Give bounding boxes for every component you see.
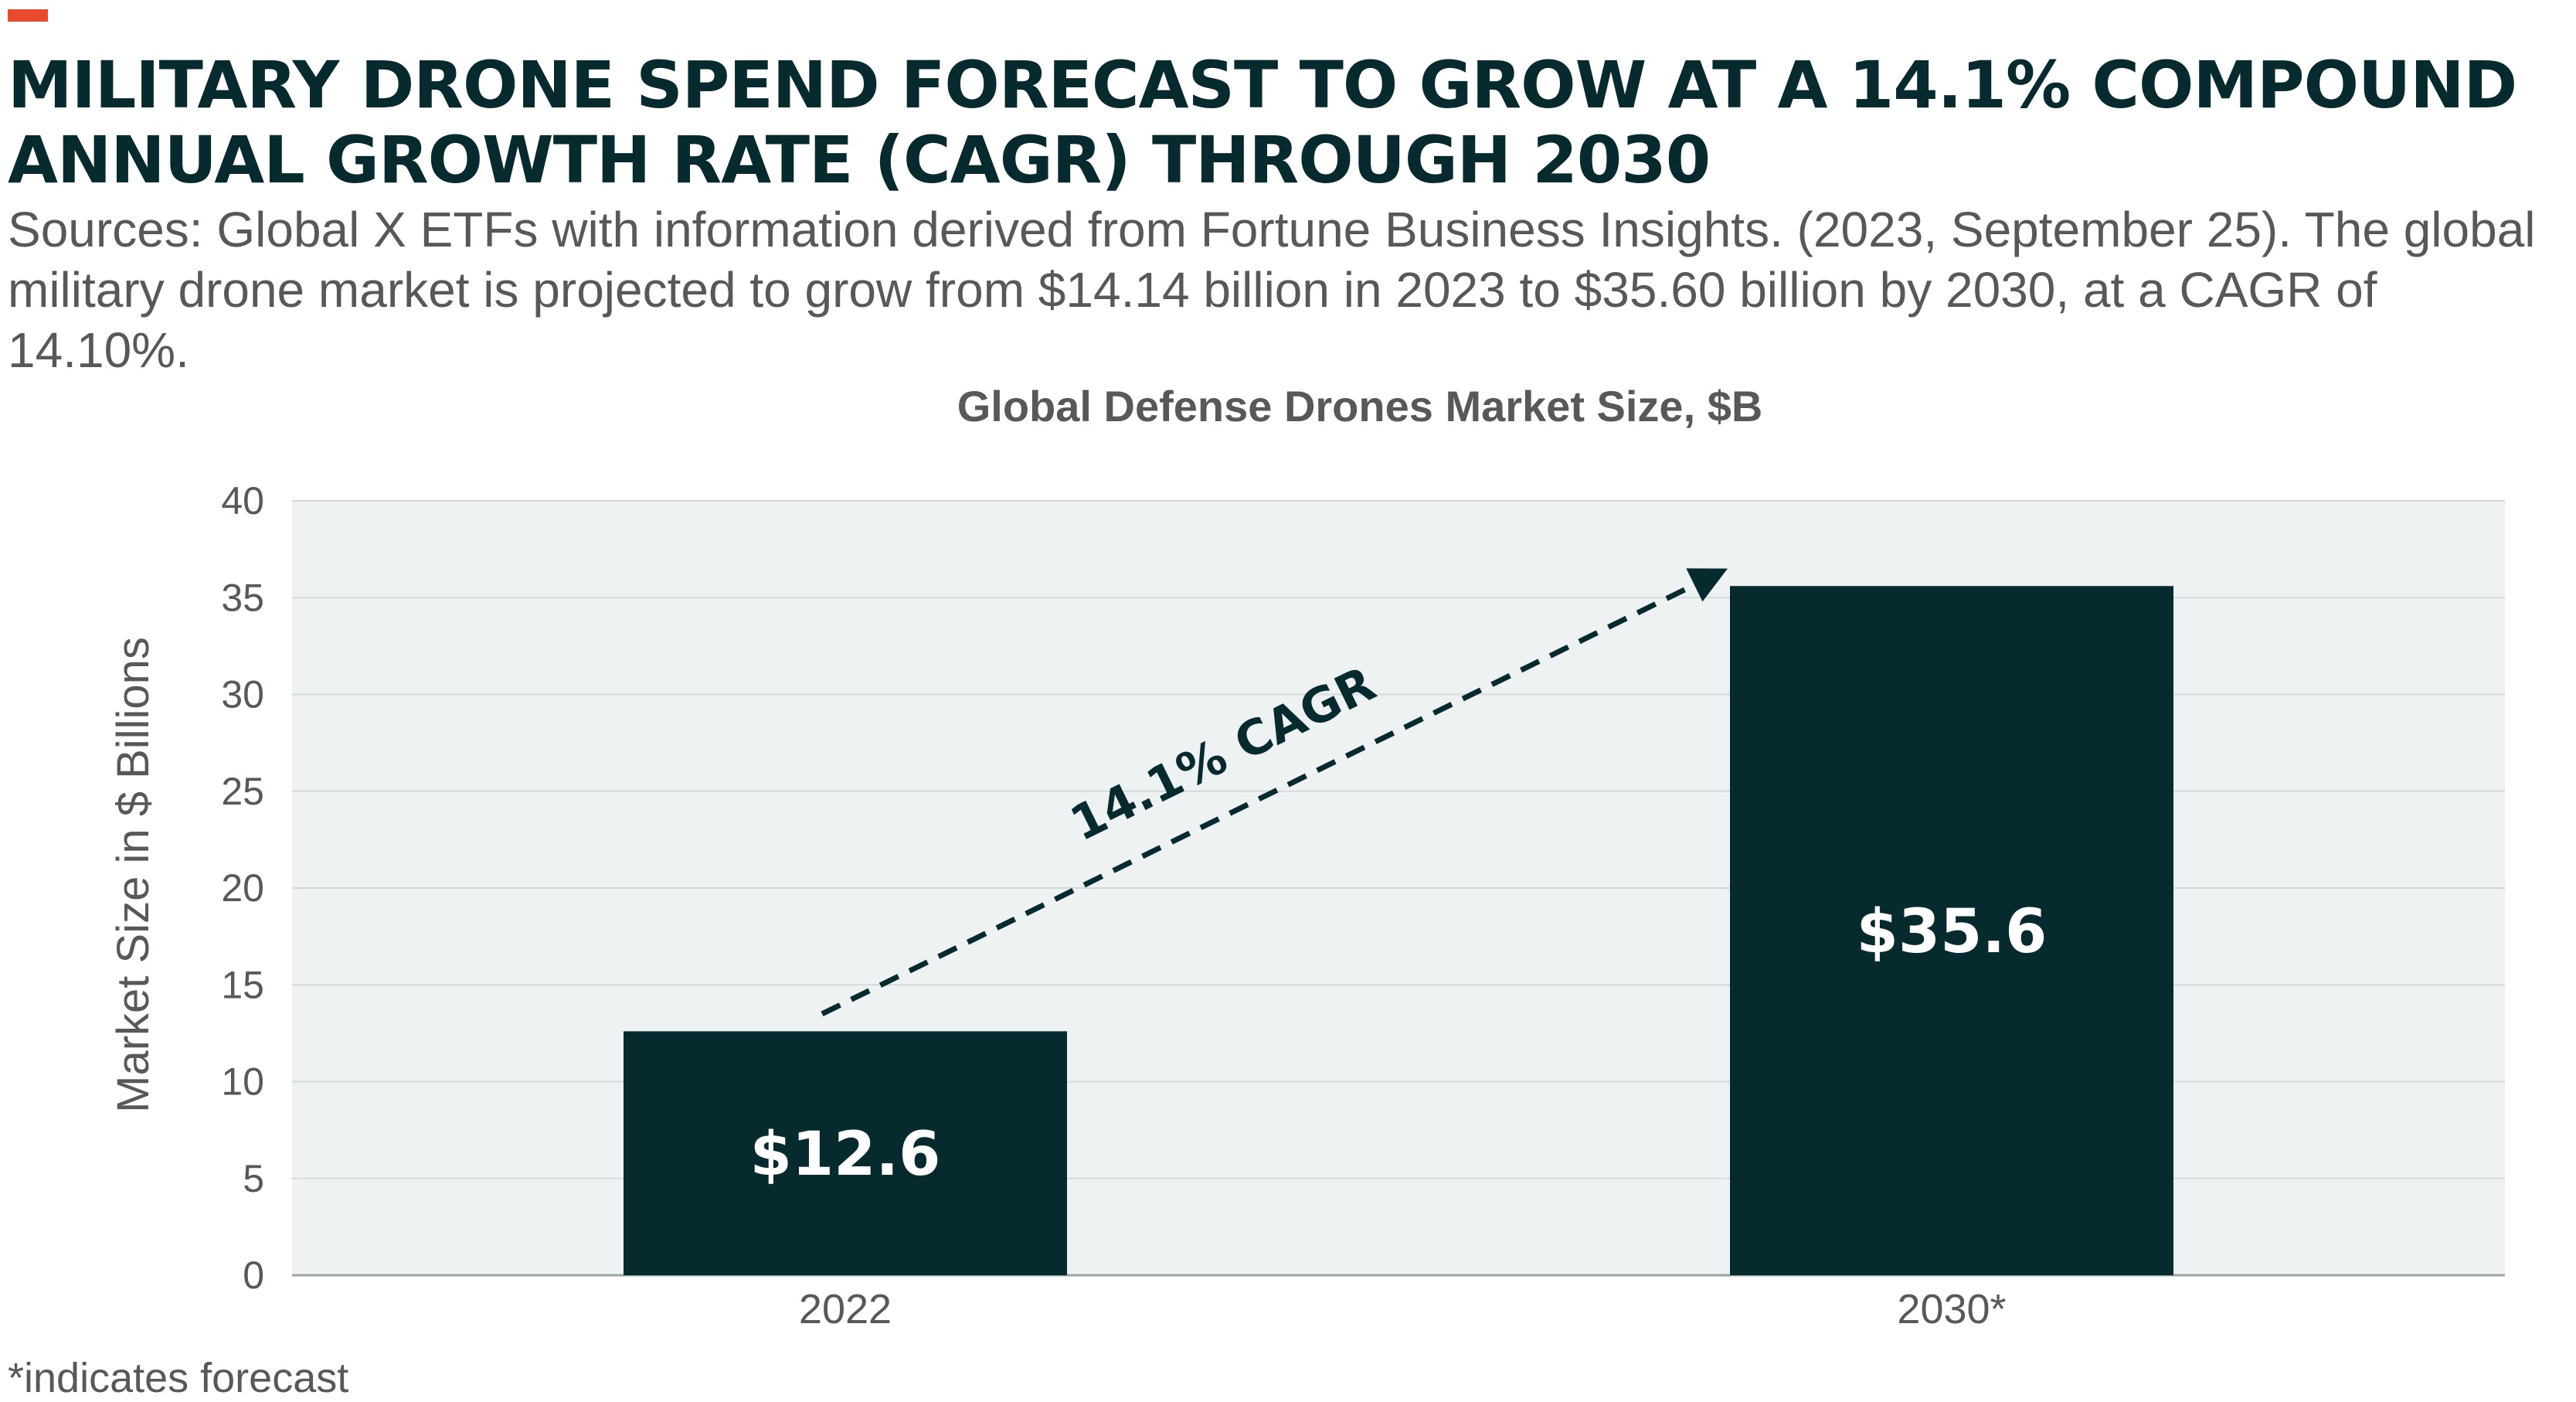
y-tick-label: 25 [221, 770, 264, 813]
bar [624, 1031, 1067, 1275]
y-tick-label: 30 [221, 673, 264, 716]
chart-title: Global Defense Drones Market Size, $B [957, 382, 1763, 430]
y-tick-label: 35 [221, 576, 264, 619]
y-axis-ticks: 0 5 10 15 20 25 30 35 40 [221, 479, 264, 1297]
x-tick-label: 2030* [1897, 1286, 2006, 1332]
bar-data-label: $35.6 [1857, 897, 2048, 967]
accent-bar [8, 9, 48, 22]
y-tick-label: 20 [221, 866, 264, 910]
y-tick-label: 10 [221, 1060, 264, 1104]
y-axis-label: Market Size in $ Billions [108, 637, 158, 1113]
bar-data-label: $12.6 [750, 1120, 941, 1189]
x-tick-label: 2022 [799, 1286, 892, 1332]
bars: $12.6 $35.6 [624, 586, 2173, 1275]
footnote: *indicates forecast [8, 1355, 349, 1401]
x-axis-categories: 2022 2030* [799, 1286, 2007, 1332]
page-title: MILITARY DRONE SPEND FORECAST TO GROW AT… [8, 47, 2517, 198]
bar [1730, 586, 2173, 1275]
y-tick-label: 40 [221, 479, 264, 522]
page-subtitle: Sources: Global X ETFs with information … [8, 202, 2536, 378]
y-tick-label: 5 [243, 1157, 264, 1200]
y-tick-label: 15 [221, 963, 264, 1006]
y-tick-label: 0 [243, 1254, 264, 1297]
cagr-arrowhead [1686, 568, 1728, 602]
